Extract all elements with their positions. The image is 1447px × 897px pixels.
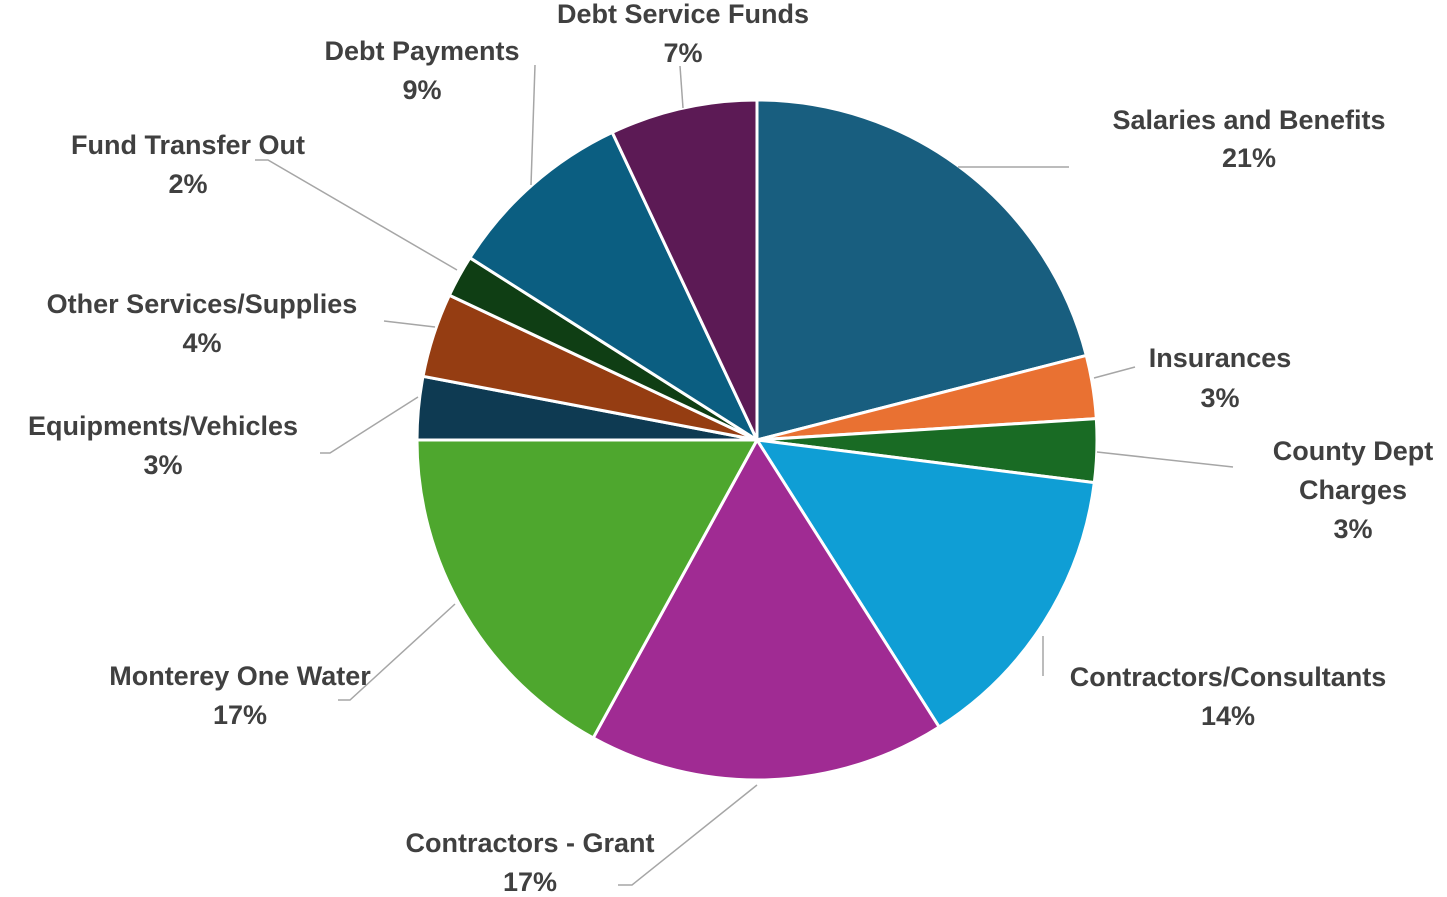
leader-line-equipments-vehicles [320,396,419,454]
data-label-name-contractors-consultants: Contractors/Consultants [1070,662,1387,692]
pie-slice-contractors-consultants [755,438,1096,729]
leader-line-debt-payments [530,64,536,186]
data-label-name-insurances: Insurances [1149,343,1292,373]
pie-slice-debt-service-funds [610,98,759,442]
pie-slice-debt-payments [468,130,759,442]
data-label-name-other-services-supplies: Other Services/Supplies [47,289,358,319]
data-label-name-equipments-vehicles: Equipments/Vehicles [28,411,298,441]
data-label-name-county-dept-charges: Charges [1299,475,1407,505]
data-label-name-monterey-one-water: Monterey One Water [109,661,371,691]
data-label-pct-other-services-supplies: 4% [182,328,221,358]
pie-slice-salaries-and-benefits [755,98,1088,442]
data-label-pct-contractors-consultants: 14% [1201,701,1255,731]
data-label-name-county-dept-charges: County Dept [1273,436,1433,466]
data-label-pct-county-dept-charges: 3% [1333,514,1372,544]
leader-line-contractors-grant [618,784,758,886]
data-label-name-contractors-grant: Contractors - Grant [405,828,654,858]
pie-slice-contractors-grant [591,438,941,782]
leader-line-fund-transfer-out [255,159,458,271]
data-label-name-salaries-and-benefits: Salaries and Benefits [1112,105,1385,135]
data-label-pct-equipments-vehicles: 3% [143,450,182,480]
data-label-pct-insurances: 3% [1200,383,1239,413]
data-label-pct-debt-service-funds: 7% [663,38,702,68]
data-label-pct-contractors-grant: 17% [503,867,557,897]
pie-slices [415,98,1099,782]
data-label-pct-salaries-and-benefits: 21% [1222,143,1276,173]
leader-line-other-services-supplies [383,320,436,328]
leader-line-county-dept-charges [1096,451,1234,468]
data-labels: Salaries and Benefits 21% Insurances 3% Coun… [28,0,1433,897]
data-label-name-fund-transfer-out: Fund Transfer Out [71,130,305,160]
leader-line-monterey-one-water [338,603,456,701]
leader-line-debt-service-funds [679,65,684,109]
data-label-name-debt-payments: Debt Payments [324,36,519,66]
data-label-pct-debt-payments: 9% [402,75,441,105]
data-label-name-debt-service-funds: Debt Service Funds [557,0,809,29]
data-label-pct-monterey-one-water: 17% [213,700,267,730]
pie-slice-monterey-one-water [415,438,759,740]
leader-lines [255,64,1234,886]
leader-line-insurances [1093,366,1136,379]
data-label-pct-fund-transfer-out: 2% [168,169,207,199]
